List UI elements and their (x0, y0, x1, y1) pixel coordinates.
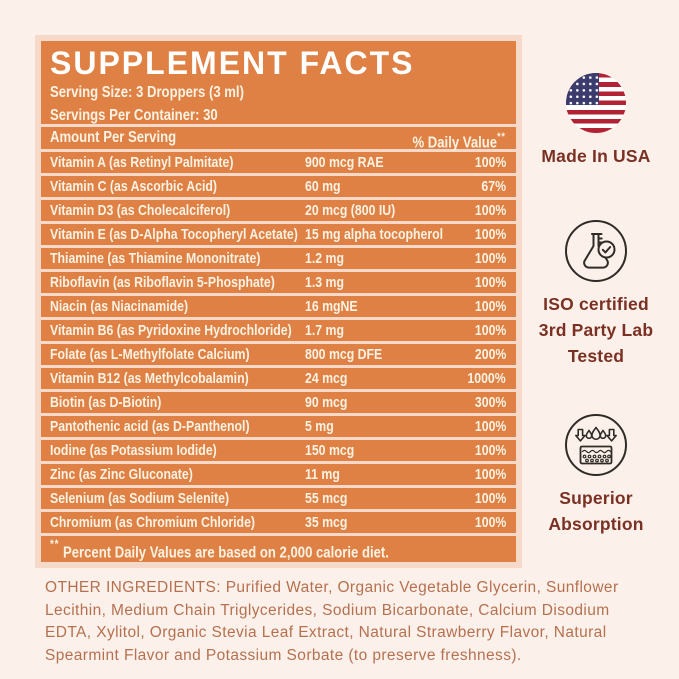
nutrient-daily-value: 100% (474, 490, 506, 507)
nutrient-daily-value: 100% (474, 202, 506, 219)
nutrient-daily-value: 100% (474, 250, 506, 267)
nutrient-amount: 150 mcg (305, 442, 355, 459)
nutrient-name: Vitamin B6 (as Pyridoxine Hydrochloride) (50, 322, 292, 339)
flag-canton-stars (566, 73, 599, 105)
nutrient-amount: 11 mg (305, 466, 340, 483)
nutrient-row: Thiamine (as Thiamine Mononitrate) 1.2 m… (41, 248, 516, 272)
footnote-text: ** Percent Daily Values are based on 2,0… (50, 537, 389, 562)
superior-absorption-label: Superior Absorption (548, 488, 644, 534)
nutrient-amount: 90 mcg (305, 394, 348, 411)
nutrient-daily-value: 67% (481, 178, 506, 195)
nutrient-name: Zinc (as Zinc Gluconate) (50, 466, 193, 483)
nutrient-name: Chromium (as Chromium Chloride) (50, 514, 256, 531)
nutrient-daily-value: 100% (474, 154, 506, 171)
badge-column: Made In USA ISO certified 3rd Party Lab … (522, 73, 670, 537)
nutrient-name: Iodine (as Potassium Iodide) (50, 442, 217, 459)
nutrient-amount: 1.3 mg (305, 274, 344, 291)
nutrient-row: Folate (as L-Methylfolate Calcium) 800 m… (41, 344, 516, 368)
daily-value-header: % Daily Value** (412, 131, 506, 152)
ingredients-line: OTHER INGREDIENTS: Purified Water, Organ… (45, 579, 619, 596)
nutrient-name: Vitamin E (as D-Alpha Tocopheryl Acetate… (50, 226, 298, 243)
nutrient-daily-value: 100% (474, 274, 506, 291)
nutrient-name: Vitamin B12 (as Methylcobalamin) (50, 370, 249, 387)
nutrient-row: Vitamin B6 (as Pyridoxine Hydrochloride)… (41, 320, 516, 344)
nutrient-row: Selenium (as Sodium Selenite) 55 mcg 100… (41, 488, 516, 512)
nutrient-daily-value: 100% (474, 298, 506, 315)
nutrient-name: Folate (as L-Methylfolate Calcium) (50, 346, 250, 363)
nutrient-name: Niacin (as Niacinamide) (50, 298, 189, 315)
badge-superior-absorption: Superior Absorption (522, 413, 670, 537)
nutrient-row: Pantothenic acid (as D-Panthenol) 5 mg 1… (41, 416, 516, 440)
panel-title: SUPPLEMENT FACTS (50, 45, 415, 81)
nutrient-daily-value: 100% (474, 466, 506, 483)
other-ingredients: OTHER INGREDIENTS: Purified Water, Organ… (45, 577, 655, 667)
nutrient-row: Vitamin A (as Retinyl Palmitate) 900 mcg… (41, 152, 516, 176)
nutrient-amount: 5 mg (305, 418, 334, 435)
nutrient-row: Riboflavin (as Riboflavin 5-Phosphate) 1… (41, 272, 516, 296)
nutrient-amount: 24 mcg (305, 370, 348, 387)
nutrient-daily-value: 100% (474, 442, 506, 459)
panel-header: SUPPLEMENT FACTS Serving Size: 3 Dropper… (41, 41, 516, 127)
nutrient-row: Vitamin B12 (as Methylcobalamin) 24 mcg … (41, 368, 516, 392)
nutrient-name: Vitamin C (as Ascorbic Acid) (50, 178, 218, 195)
nutrient-amount: 1.7 mg (305, 322, 344, 339)
nutrient-row: Zinc (as Zinc Gluconate) 11 mg 100% (41, 464, 516, 488)
nutrient-row: Vitamin E (as D-Alpha Tocopheryl Acetate… (41, 224, 516, 248)
facts-rows: Vitamin A (as Retinyl Palmitate) 900 mcg… (41, 152, 516, 536)
nutrient-amount: 55 mcg (305, 490, 348, 507)
footnote-row: ** Percent Daily Values are based on 2,0… (41, 536, 516, 561)
usa-flag-icon (566, 73, 626, 133)
nutrient-daily-value: 100% (474, 322, 506, 339)
nutrient-amount: 20 mcg (800 IU) (305, 202, 396, 219)
made-in-usa-label: Made In USA (541, 146, 651, 166)
nutrient-daily-value: 1000% (467, 370, 506, 387)
nutrient-name: Riboflavin (as Riboflavin 5-Phosphate) (50, 274, 275, 291)
nutrient-row: Vitamin D3 (as Cholecalciferol) 20 mcg (… (41, 200, 516, 224)
badge-iso-certified: ISO certified 3rd Party Lab Tested (522, 219, 670, 369)
daily-value-asterisks: ** (497, 131, 506, 143)
nutrient-name: Biotin (as D-Biotin) (50, 394, 162, 411)
badge-made-in-usa: Made In USA (522, 73, 670, 169)
nutrient-name: Vitamin D3 (as Cholecalciferol) (50, 202, 231, 219)
nutrient-amount: 800 mcg DFE (305, 346, 383, 363)
nutrient-amount: 60 mg (305, 178, 341, 195)
nutrient-row: Biotin (as D-Biotin) 90 mcg 300% (41, 392, 516, 416)
nutrient-daily-value: 100% (474, 418, 506, 435)
nutrient-amount: 900 mcg RAE (305, 154, 384, 171)
nutrient-row: Niacin (as Niacinamide) 16 mgNE 100% (41, 296, 516, 320)
nutrient-name: Selenium (as Sodium Selenite) (50, 490, 230, 507)
nutrient-amount: 35 mcg (305, 514, 348, 531)
column-header-row: Amount Per Serving % Daily Value** (41, 127, 516, 152)
skin-absorption-icon (565, 414, 627, 476)
servings-per-container: Servings Per Container: 30 (50, 107, 218, 124)
ingredients-line: Spearmint Flavor and Potassium Sorbate (… (45, 646, 522, 664)
iso-certified-label: ISO certified 3rd Party Lab Tested (538, 294, 654, 366)
nutrient-daily-value: 100% (474, 226, 506, 243)
nutrient-daily-value: 300% (474, 394, 506, 411)
amount-per-serving-header: Amount Per Serving (50, 129, 177, 146)
ingredients-line: EDTA, Xylitol, Organic Stevia Leaf Extra… (45, 624, 607, 641)
nutrient-name: Vitamin A (as Retinyl Palmitate) (50, 154, 234, 171)
supplement-facts-panel: SUPPLEMENT FACTS Serving Size: 3 Dropper… (35, 35, 522, 568)
nutrient-row: Iodine (as Potassium Iodide) 150 mcg 100… (41, 440, 516, 464)
nutrient-daily-value: 200% (474, 346, 506, 363)
serving-size: Serving Size: 3 Droppers (3 ml) (50, 84, 244, 101)
lab-flask-check-icon (565, 220, 627, 282)
nutrient-daily-value: 100% (474, 514, 506, 531)
ingredients-line: Lecithin, Medium Chain Triglycerides, So… (45, 601, 610, 619)
nutrient-name: Pantothenic acid (as D-Panthenol) (50, 418, 250, 435)
nutrient-row: Vitamin C (as Ascorbic Acid) 60 mg 67% (41, 176, 516, 200)
nutrient-amount: 1.2 mg (305, 250, 344, 267)
nutrient-name: Thiamine (as Thiamine Mononitrate) (50, 250, 261, 267)
nutrient-amount: 15 mg alpha tocopherol (305, 226, 444, 243)
nutrient-amount: 16 mgNE (305, 298, 358, 315)
nutrient-row: Chromium (as Chromium Chloride) 35 mcg 1… (41, 512, 516, 536)
